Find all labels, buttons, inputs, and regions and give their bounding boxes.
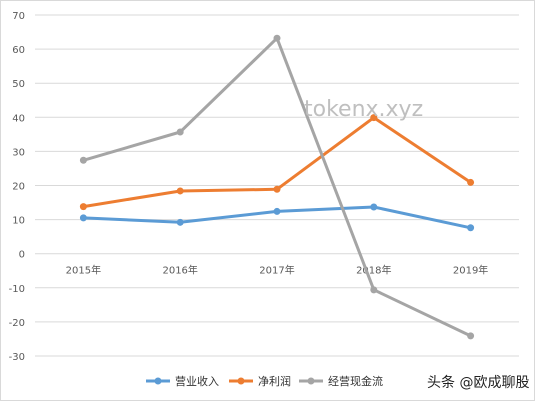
y-tick-label: 20 (12, 182, 25, 193)
data-point (467, 332, 475, 340)
data-point (176, 218, 184, 226)
x-tick-label: 2016年 (162, 264, 197, 277)
x-tick-label: 2019年 (453, 264, 488, 277)
data-point (370, 114, 378, 122)
y-tick-label: 30 (12, 147, 25, 158)
y-tick-label: 60 (12, 45, 25, 56)
grid-lines (35, 14, 519, 357)
data-point (273, 185, 281, 193)
data-point (467, 178, 475, 186)
credit-text: 头条 @欧成聊股 (427, 374, 529, 391)
legend-marker (154, 377, 162, 385)
data-point (79, 203, 87, 211)
data-point (370, 203, 378, 211)
y-tick-label: 70 (12, 11, 25, 22)
y-tick-label: -20 (9, 318, 25, 329)
legend-label: 经营现金流 (328, 374, 383, 388)
legend-label: 营业收入 (175, 374, 219, 388)
x-tick-label: 2015年 (66, 264, 101, 277)
legend-marker (307, 377, 315, 385)
x-tick-label: 2017年 (259, 264, 294, 277)
data-point (79, 214, 87, 222)
y-axis-ticks: 70 60 50 40 30 20 10 0 -10 -20 -30 (9, 11, 25, 363)
y-tick-label: -10 (9, 284, 25, 295)
y-tick-label: 40 (12, 113, 25, 124)
legend-label: 净利润 (258, 374, 291, 388)
data-point (370, 286, 378, 294)
x-tick-label: 2018年 (356, 264, 391, 277)
data-point (176, 128, 184, 136)
watermark-text: tokenx.xyz (304, 97, 423, 122)
y-tick-label: 50 (12, 79, 25, 90)
data-point (273, 34, 281, 42)
x-axis-ticks: 2015年 2016年 2017年 2018年 2019年 (66, 264, 489, 277)
data-point (176, 187, 184, 195)
series-layer (79, 34, 475, 340)
legend-marker (237, 377, 245, 385)
y-tick-label: 10 (12, 216, 25, 227)
data-point (79, 156, 87, 164)
series-line (81, 116, 473, 209)
data-point (273, 207, 281, 215)
data-point (467, 224, 475, 232)
y-tick-label: -30 (9, 352, 25, 363)
legend: 营业收入 净利润 经营现金流 (146, 374, 383, 388)
y-tick-label: 0 (19, 250, 25, 261)
